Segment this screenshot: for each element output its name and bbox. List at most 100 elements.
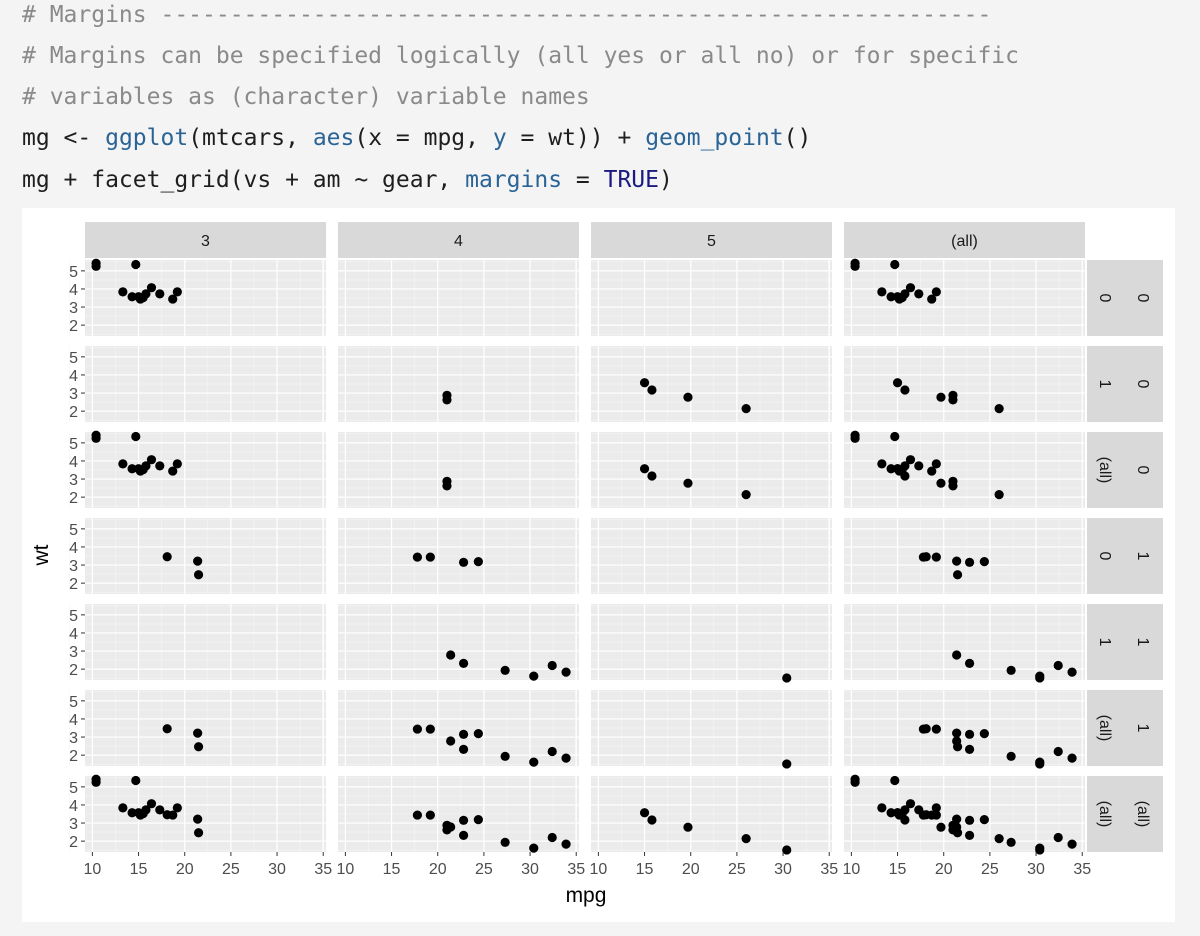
data-point: [458, 729, 469, 739]
data-point: [741, 490, 751, 500]
data-point: [141, 289, 151, 299]
x-tick-label: 10: [589, 861, 607, 878]
data-point: [162, 810, 172, 820]
y-tick-label: 3: [69, 300, 78, 317]
x-tick-label: 30: [1027, 861, 1045, 878]
data-point: [1006, 837, 1016, 847]
data-point: [952, 570, 963, 580]
x-tick-label: 20: [176, 861, 194, 878]
data-point: [900, 805, 910, 815]
col-strip: [591, 222, 832, 258]
x-tick-label: 30: [774, 861, 792, 878]
code-token: y: [492, 125, 507, 151]
x-tick-label: 15: [383, 861, 401, 878]
data-point: [91, 774, 101, 784]
data-point: [782, 759, 792, 769]
data-point: [193, 570, 204, 580]
data-point: [131, 431, 141, 442]
data-point: [193, 556, 203, 566]
y-tick-label: 4: [69, 798, 78, 815]
data-point: [446, 650, 456, 660]
data-point: [994, 404, 1004, 414]
data-point: [1006, 665, 1016, 675]
data-point: [172, 803, 182, 813]
data-point: [127, 292, 137, 302]
x-tick-label: 25: [475, 861, 493, 878]
col-strip-label: 4: [454, 233, 463, 250]
x-tick-label: 20: [935, 861, 953, 878]
data-point: [964, 815, 975, 825]
data-point: [442, 390, 452, 400]
code-line: mg <- ggplot(mtcars, aes(x = mpg, y = wt…: [22, 123, 811, 153]
y-tick-label: 5: [69, 350, 78, 367]
data-point: [193, 742, 204, 752]
data-point: [118, 459, 128, 469]
y-tick-label: 4: [69, 712, 78, 729]
data-point: [446, 822, 456, 832]
data-point: [1053, 832, 1063, 843]
data-point: [927, 466, 937, 476]
data-point: [91, 430, 101, 440]
data-point: [931, 287, 941, 297]
x-tick-label: 10: [336, 861, 354, 878]
data-point: [458, 830, 469, 840]
data-point: [1035, 673, 1045, 683]
data-point: [1067, 839, 1077, 849]
code-line: # Margins can be specified logically (al…: [22, 41, 1019, 71]
y-tick-label: 2: [69, 662, 78, 679]
data-point: [193, 828, 204, 838]
x-axis-title: mpg: [566, 884, 607, 907]
y-tick-label: 5: [69, 608, 78, 625]
row-strip-label: 1: [1096, 380, 1113, 389]
data-point: [500, 837, 510, 847]
code-token: mg <-: [22, 125, 106, 151]
row-strip-label: 0: [1096, 552, 1113, 561]
x-tick-label: 20: [682, 861, 700, 878]
code-token: TRUE: [603, 167, 659, 193]
data-point: [155, 461, 165, 471]
col-strip-label: 5: [707, 233, 716, 250]
data-point: [500, 751, 510, 761]
code-line: # Margins ------------------------------…: [22, 0, 991, 30]
x-tick-label: 35: [567, 861, 585, 878]
data-point: [647, 815, 657, 825]
data-point: [964, 557, 975, 567]
data-point: [905, 799, 916, 809]
data-point: [892, 808, 903, 818]
data-point: [952, 822, 962, 832]
data-point: [131, 775, 141, 786]
x-tick-label: 25: [981, 861, 999, 878]
y-tick-label: 3: [69, 730, 78, 747]
data-point: [155, 289, 165, 299]
row-strip-label: (all): [1096, 715, 1113, 742]
data-point: [886, 464, 896, 474]
data-point: [890, 775, 900, 786]
y-tick-label: 5: [69, 522, 78, 539]
y-tick-label: 2: [69, 318, 78, 335]
row-strip: [1087, 432, 1163, 508]
code-token: (): [783, 125, 812, 151]
data-point: [683, 392, 693, 402]
y-tick-label: 2: [69, 576, 78, 593]
data-point: [979, 729, 989, 739]
data-point: [155, 805, 165, 815]
data-point: [877, 803, 887, 813]
data-point: [931, 810, 941, 820]
data-point: [1067, 753, 1077, 763]
x-tick-label: 30: [521, 861, 539, 878]
data-point: [905, 283, 916, 293]
data-point: [918, 552, 929, 562]
row-strip-label: 1: [1134, 638, 1151, 647]
y-tick-label: 4: [69, 454, 78, 471]
data-point: [118, 287, 128, 297]
code-token: margins: [465, 167, 563, 193]
y-tick-label: 2: [69, 834, 78, 851]
x-tick-label: 35: [820, 861, 838, 878]
data-point: [172, 459, 182, 469]
data-point: [412, 810, 423, 820]
data-point: [425, 552, 435, 562]
data-point: [425, 724, 435, 734]
data-point: [458, 744, 469, 754]
x-tick-label: 10: [83, 861, 101, 878]
col-strip: [85, 222, 326, 258]
